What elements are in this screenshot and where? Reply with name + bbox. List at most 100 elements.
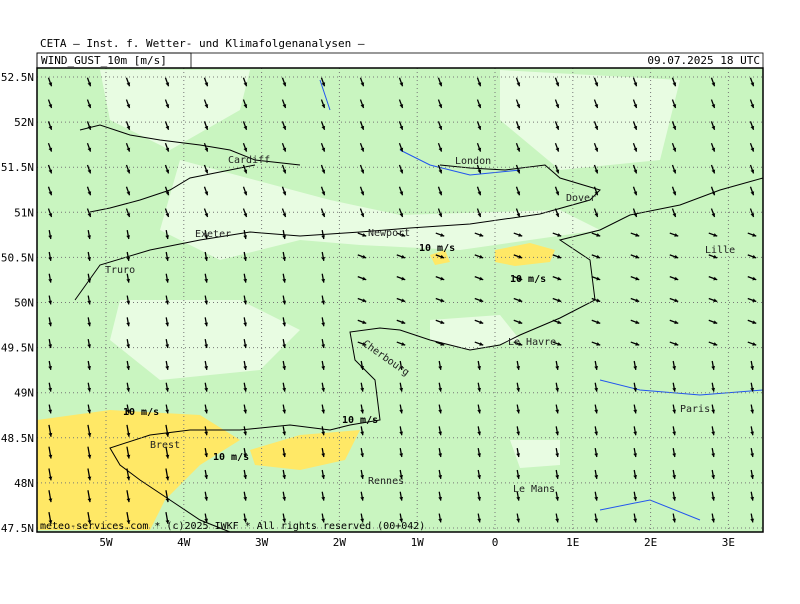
arrow-head	[555, 387, 560, 392]
arrow-head	[557, 298, 562, 303]
arrow-head	[321, 147, 326, 152]
arrow-head	[711, 366, 716, 370]
arrow-head	[633, 453, 638, 458]
graticule	[37, 68, 763, 532]
arrow-head	[360, 475, 365, 479]
arrow-head	[674, 320, 679, 324]
arrow-head	[48, 520, 53, 524]
arrow-head	[87, 366, 92, 370]
arrow-head	[477, 409, 482, 414]
arrow-head	[594, 82, 599, 87]
arrow-head	[204, 235, 209, 240]
arrow-head	[672, 169, 677, 174]
arrow-head	[243, 496, 248, 501]
arrow-head	[711, 191, 716, 196]
arrow-head	[282, 387, 287, 392]
arrow-head	[672, 82, 677, 87]
place-label: Le Mans	[513, 484, 555, 495]
arrow-head	[165, 409, 170, 414]
arrow-head	[477, 366, 482, 370]
arrow-head	[321, 278, 326, 283]
arrow-head	[362, 276, 367, 281]
arrow-head	[596, 233, 601, 237]
arrow-head	[362, 254, 367, 259]
arrow-head	[321, 475, 326, 479]
arrow-head	[204, 300, 209, 305]
arrow-head	[243, 475, 248, 479]
place-label: Truro	[105, 265, 135, 276]
arrow-head	[752, 233, 757, 237]
arrow-head	[360, 125, 365, 130]
lat-label: 50.5N	[1, 251, 34, 264]
arrow-head	[204, 496, 209, 501]
arrow-head	[750, 191, 755, 196]
arrow-head	[87, 169, 92, 174]
arrow-head	[126, 322, 131, 327]
arrow-head	[399, 366, 404, 370]
arrow-head	[557, 276, 562, 281]
arrow-head	[713, 254, 718, 259]
arrow-head	[674, 233, 679, 237]
arrow-head	[360, 213, 365, 218]
arrow-head	[672, 366, 677, 370]
arrow-head	[401, 342, 406, 346]
arrow-head	[243, 300, 248, 305]
arrow-head	[438, 496, 443, 501]
arrow-head	[165, 104, 170, 109]
arrow-head	[401, 276, 406, 281]
arrow-head	[243, 344, 248, 349]
arrow-head	[633, 475, 638, 479]
lat-label: 48.5N	[1, 432, 34, 445]
arrow-head	[165, 300, 170, 305]
arrow-head	[672, 125, 677, 130]
arrow-head	[633, 169, 638, 174]
arrow-head	[479, 254, 484, 259]
arrow-head	[633, 104, 638, 109]
arrow-head	[438, 169, 443, 174]
arrow-head	[711, 125, 716, 130]
arrow-head	[635, 298, 640, 303]
arrow-head	[282, 300, 287, 305]
place-label: Le Havre	[508, 337, 556, 348]
arrow-head	[401, 254, 406, 259]
arrow-head	[165, 366, 170, 370]
arrow-head	[87, 344, 92, 349]
arrow-head	[87, 191, 92, 196]
arrow-head	[555, 518, 560, 523]
arrow-head	[438, 518, 443, 523]
arrow-head	[126, 409, 131, 414]
arrow-head	[321, 387, 326, 392]
arrow-head	[401, 233, 406, 237]
arrow-head	[48, 454, 53, 459]
datetime: 09.07.2025 18 UTC	[647, 54, 760, 67]
arrow-head	[87, 520, 92, 524]
arrow-head	[555, 453, 560, 458]
arrow-head	[282, 257, 287, 261]
map-frame	[36, 67, 764, 533]
field-name: WIND_GUST_10m [m/s]	[41, 54, 167, 67]
arrow-head	[750, 147, 755, 152]
arrow-head	[165, 387, 170, 392]
arrow-head	[243, 453, 248, 458]
uk-coast	[74, 124, 601, 301]
arrow-head	[243, 213, 248, 218]
arrow-head	[126, 257, 131, 261]
arrow-head	[126, 476, 131, 481]
rivers	[319, 79, 764, 521]
arrow-head	[204, 257, 209, 261]
lon-label: 2E	[644, 536, 657, 549]
lon-label: 4W	[177, 536, 191, 549]
arrow-head	[87, 213, 92, 218]
arrow-head	[282, 147, 287, 152]
arrow-head	[165, 82, 170, 87]
arrow-head	[243, 169, 248, 174]
arrow-head	[321, 496, 326, 501]
arrow-head	[87, 432, 92, 437]
arrow-head	[204, 387, 209, 392]
arrow-head	[635, 342, 640, 346]
arrow-head	[750, 104, 755, 109]
contour-label: 10 m/s	[342, 415, 378, 426]
arrow-head	[165, 169, 170, 174]
arrow-head	[360, 431, 365, 436]
france-coast	[109, 177, 764, 533]
